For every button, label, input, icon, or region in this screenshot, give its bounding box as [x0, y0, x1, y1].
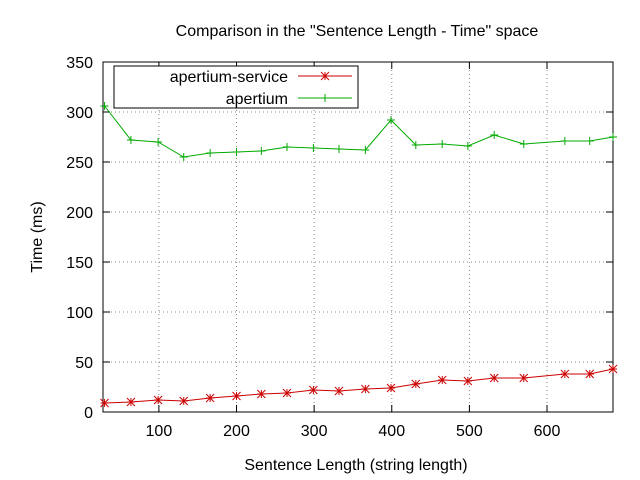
grid-lines: [103, 62, 613, 412]
data-point: [463, 142, 472, 150]
data-point: [560, 137, 569, 145]
data-point: [585, 137, 594, 145]
data-point: [334, 145, 343, 153]
data-point: [100, 102, 109, 110]
data-point: [560, 369, 570, 379]
series-apertium-service: [100, 364, 618, 408]
y-tick-label: 350: [66, 55, 93, 72]
data-point: [437, 375, 447, 385]
data-point: [609, 133, 617, 141]
data-point: [282, 388, 292, 398]
x-axis-label: Sentence Length (string length): [244, 457, 467, 474]
y-tick-label: 300: [66, 105, 93, 122]
legend-label: apertium: [226, 91, 288, 108]
data-point: [179, 396, 189, 406]
series-line: [104, 368, 614, 404]
data-point: [489, 373, 499, 383]
series-line: [104, 105, 614, 158]
data-point: [490, 131, 499, 139]
x-tick-label: 200: [223, 423, 250, 440]
data-point: [154, 138, 163, 146]
data-point: [411, 141, 420, 149]
data-point: [232, 148, 241, 156]
data-point: [257, 389, 266, 399]
x-tick-label: 600: [534, 423, 561, 440]
data-point: [232, 391, 241, 401]
data-point: [206, 149, 215, 157]
data-point: [386, 116, 395, 124]
axis-ticks: 0 50 100 150 200 250 300 350 100 200 300 400 500 600: [66, 55, 613, 440]
y-tick-label: 50: [75, 355, 93, 372]
data-point: [257, 147, 266, 155]
data-point: [334, 386, 344, 396]
data-point: [585, 369, 595, 379]
data-point: [608, 364, 618, 374]
data-point: [519, 140, 528, 148]
plot-frame: [102, 61, 614, 413]
data-point: [438, 140, 447, 148]
legend-marker: [321, 94, 329, 102]
series-apertium: [100, 102, 617, 161]
data-point: [205, 393, 215, 403]
y-tick-label: 0: [84, 405, 93, 422]
data-point: [361, 384, 370, 394]
legend-label: apertium-service: [170, 69, 288, 86]
y-tick-label: 250: [66, 155, 93, 172]
y-tick-label: 100: [66, 305, 93, 322]
legend: apertium-service apertium: [113, 65, 359, 109]
y-tick-label: 150: [66, 255, 93, 272]
data-point: [519, 373, 529, 383]
legend-box: [113, 65, 359, 109]
data-point: [153, 395, 163, 405]
legend-marker: [320, 71, 330, 81]
data-point: [463, 376, 473, 386]
x-tick-label: 400: [378, 423, 405, 440]
data-point: [386, 383, 396, 393]
x-tick-label: 100: [146, 423, 173, 440]
x-tick-label: 500: [456, 423, 483, 440]
data-point: [126, 136, 135, 144]
y-tick-label: 200: [66, 205, 93, 222]
data-point: [282, 143, 291, 151]
data-point: [309, 144, 318, 152]
data-point: [179, 153, 188, 161]
data-point: [126, 397, 136, 407]
data-point: [309, 385, 318, 395]
data-point: [361, 146, 370, 154]
data-point: [100, 398, 109, 408]
y-axis-label: Time (ms): [29, 201, 46, 272]
x-tick-label: 300: [301, 423, 328, 440]
chart-title: Comparison in the "Sentence Length - Tim…: [176, 23, 539, 40]
series-group: [100, 102, 618, 408]
data-point: [411, 379, 421, 389]
